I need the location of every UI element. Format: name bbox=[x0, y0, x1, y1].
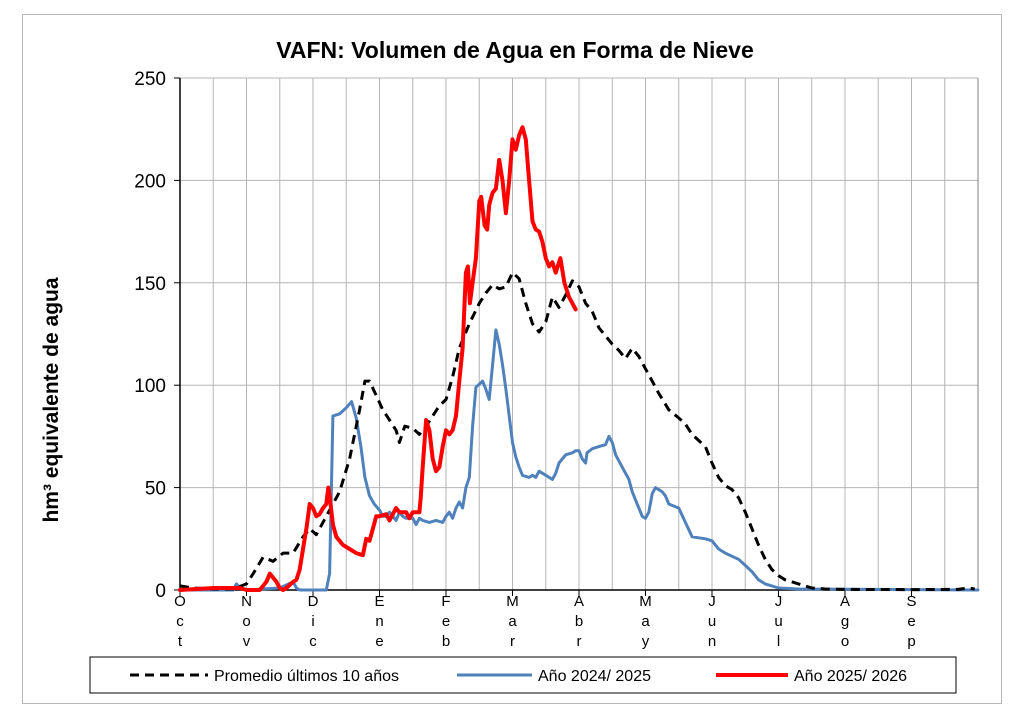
x-tick-label: r bbox=[510, 633, 515, 650]
x-tick-label: c bbox=[176, 613, 184, 630]
x-tick-label: c bbox=[309, 633, 317, 650]
x-tick-label: E bbox=[374, 593, 384, 610]
x-tick-label: v bbox=[243, 633, 251, 650]
x-tick-label: D bbox=[308, 593, 319, 610]
y-tick-label: 150 bbox=[134, 274, 166, 295]
x-tick-label: F bbox=[441, 593, 450, 610]
y-tick-label: 100 bbox=[134, 376, 166, 397]
x-tick-label: n bbox=[375, 613, 383, 630]
x-tick-label: p bbox=[907, 633, 915, 650]
chart-title: VAFN: Volumen de Agua en Forma de Nieve bbox=[276, 37, 754, 63]
x-tick-label: b bbox=[575, 613, 583, 630]
y-axis-label: hm³ equivalente de agua bbox=[40, 277, 63, 522]
x-tick-label: t bbox=[178, 633, 183, 650]
legend: Promedio últimos 10 años Año 2024/ 2025 Añ… bbox=[130, 668, 907, 685]
grid bbox=[180, 77, 978, 590]
y-ticks: 0 50 100 150 200 250 bbox=[134, 69, 166, 602]
x-tick-label: J bbox=[775, 593, 783, 610]
x-tick-label: a bbox=[641, 613, 650, 630]
x-tick-label: S bbox=[906, 593, 916, 610]
x-tick-label: u bbox=[708, 613, 716, 630]
y-tick-label: 50 bbox=[145, 479, 166, 500]
x-tick-label: e bbox=[375, 633, 383, 650]
x-tick-label: u bbox=[774, 613, 782, 630]
x-tick-label: r bbox=[577, 633, 582, 650]
series-line-0 bbox=[179, 271, 975, 592]
y-tick-label: 250 bbox=[134, 69, 166, 90]
x-tick-label: y bbox=[642, 633, 650, 650]
x-tick-label: l bbox=[777, 633, 780, 650]
x-tick-label: a bbox=[508, 613, 517, 630]
series-line-1 bbox=[178, 328, 980, 592]
x-tick-label: e bbox=[442, 613, 450, 630]
series-line-2 bbox=[178, 125, 578, 592]
x-tick-label: n bbox=[708, 633, 716, 650]
x-tick-label: o bbox=[242, 613, 250, 630]
x-tick-label: M bbox=[506, 593, 519, 610]
y-tick-label: 200 bbox=[134, 171, 166, 192]
y-tick-label: 0 bbox=[155, 581, 166, 602]
x-tick-label: A bbox=[574, 593, 584, 610]
x-tick-label: b bbox=[442, 633, 450, 650]
x-tick-label: g bbox=[841, 613, 849, 630]
x-tick-label: A bbox=[840, 593, 850, 610]
series-lines bbox=[178, 125, 980, 592]
legend-label-2: Año 2025/ 2026 bbox=[794, 668, 907, 685]
x-tick-label: M bbox=[639, 593, 652, 610]
x-tick-label: J bbox=[708, 593, 716, 610]
legend-label-0: Promedio últimos 10 años bbox=[214, 668, 399, 685]
x-tick-label: e bbox=[907, 613, 915, 630]
x-tick-label: i bbox=[311, 613, 314, 630]
legend-label-1: Año 2024/ 2025 bbox=[538, 668, 651, 685]
x-tick-label: O bbox=[174, 593, 186, 610]
x-tick-label: o bbox=[841, 633, 849, 650]
x-tick-label: N bbox=[241, 593, 252, 610]
